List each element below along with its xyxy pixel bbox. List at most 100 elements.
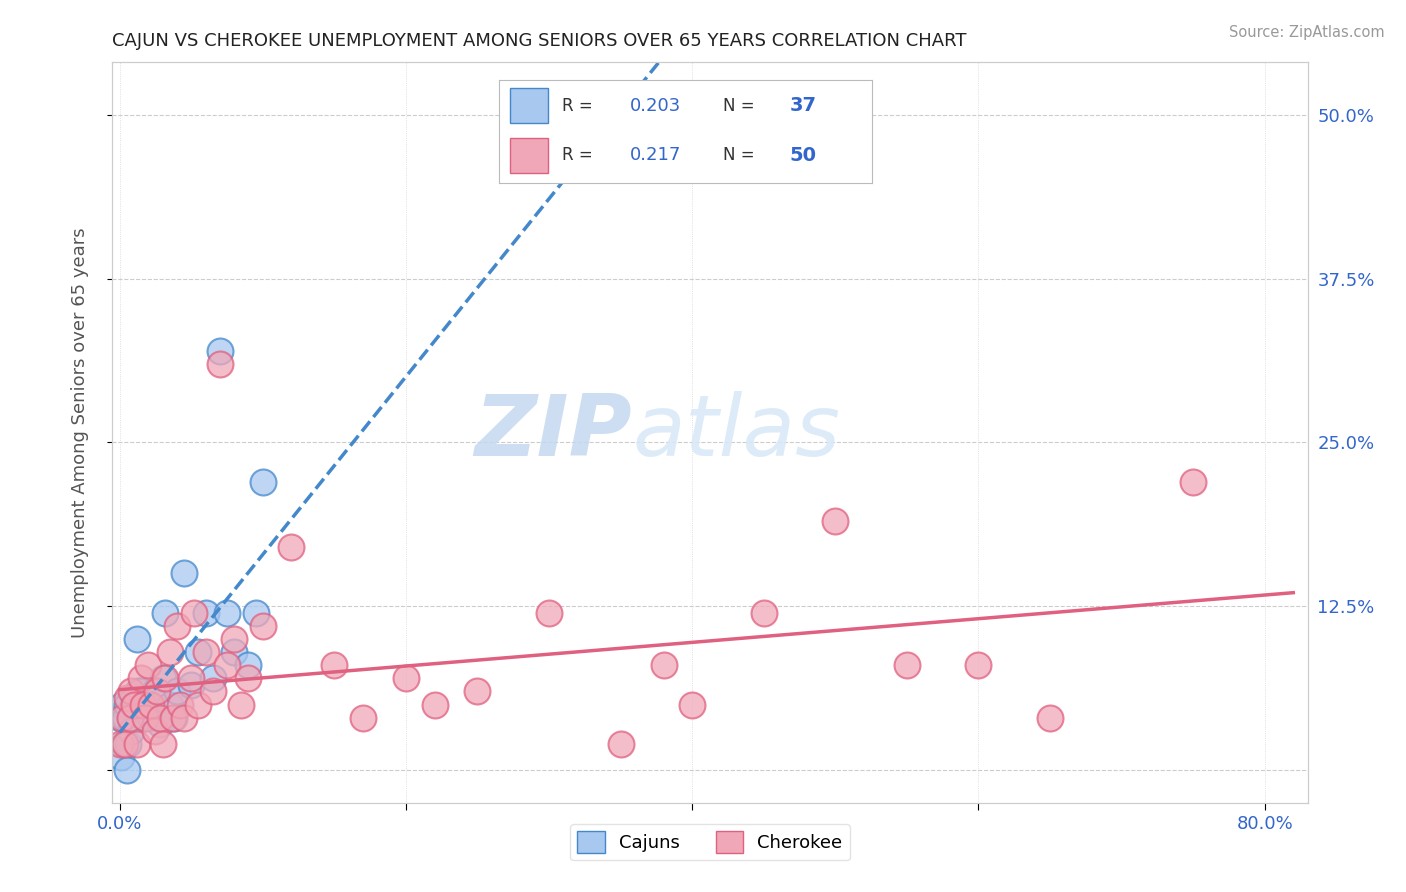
Text: R =: R = xyxy=(562,146,599,164)
Point xyxy=(159,698,181,712)
Point xyxy=(145,723,167,738)
Point xyxy=(245,606,267,620)
Point xyxy=(134,711,156,725)
Point xyxy=(146,684,169,698)
Point xyxy=(115,698,138,712)
Point xyxy=(152,671,174,685)
Point xyxy=(173,711,195,725)
Point xyxy=(173,566,195,581)
Point xyxy=(238,671,260,685)
Point xyxy=(1182,475,1205,489)
Point xyxy=(120,723,142,738)
Point xyxy=(136,698,159,712)
Point xyxy=(187,698,209,712)
Point xyxy=(194,606,217,620)
Point xyxy=(118,711,141,725)
Point xyxy=(117,737,139,751)
Point xyxy=(131,698,153,712)
Point xyxy=(149,711,172,725)
Point xyxy=(1039,711,1062,725)
Text: CAJUN VS CHEROKEE UNEMPLOYMENT AMONG SENIORS OVER 65 YEARS CORRELATION CHART: CAJUN VS CHEROKEE UNEMPLOYMENT AMONG SEN… xyxy=(112,32,967,50)
Point xyxy=(108,711,131,725)
Point xyxy=(231,698,253,712)
Point xyxy=(134,711,156,725)
Point xyxy=(252,619,274,633)
Text: N =: N = xyxy=(723,146,759,164)
Point xyxy=(681,698,703,712)
Point xyxy=(114,711,136,725)
Point xyxy=(139,698,162,712)
Point xyxy=(824,514,846,528)
Text: R =: R = xyxy=(562,97,599,115)
Point xyxy=(194,645,217,659)
Point xyxy=(201,671,224,685)
Point xyxy=(208,343,231,358)
Point xyxy=(183,606,205,620)
Point xyxy=(162,711,184,725)
Point xyxy=(467,684,489,698)
Point xyxy=(131,704,153,718)
Point xyxy=(145,684,167,698)
Point xyxy=(967,658,990,673)
Point xyxy=(149,717,172,731)
Point xyxy=(180,678,202,692)
Text: atlas: atlas xyxy=(633,391,841,475)
Point xyxy=(122,698,145,712)
Point xyxy=(125,632,148,646)
Point xyxy=(118,711,141,725)
Point xyxy=(122,698,145,712)
Y-axis label: Unemployment Among Seniors over 65 years: Unemployment Among Seniors over 65 years xyxy=(70,227,89,638)
Point xyxy=(215,606,238,620)
Text: N =: N = xyxy=(723,97,759,115)
Point xyxy=(152,737,174,751)
Point xyxy=(127,684,149,698)
Point xyxy=(537,606,560,620)
Point xyxy=(652,658,675,673)
Point xyxy=(423,698,446,712)
Point xyxy=(155,606,177,620)
Point xyxy=(395,671,418,685)
Point xyxy=(180,671,202,685)
Text: 50: 50 xyxy=(790,145,817,165)
Point xyxy=(112,737,135,751)
Point xyxy=(252,475,274,489)
Text: Source: ZipAtlas.com: Source: ZipAtlas.com xyxy=(1229,25,1385,40)
Text: 0.203: 0.203 xyxy=(630,97,681,115)
Text: 37: 37 xyxy=(790,96,817,115)
Point xyxy=(208,357,231,371)
Point xyxy=(280,541,302,555)
Text: ZIP: ZIP xyxy=(475,391,633,475)
Point xyxy=(215,658,238,673)
Point xyxy=(323,658,346,673)
Point xyxy=(163,711,186,725)
Point xyxy=(238,658,260,673)
Point xyxy=(169,698,191,712)
Point xyxy=(120,684,142,698)
Point xyxy=(896,658,918,673)
Point xyxy=(201,684,224,698)
Point xyxy=(121,698,143,712)
Point xyxy=(166,684,188,698)
Point xyxy=(352,711,374,725)
Point xyxy=(139,711,162,725)
Legend: Cajuns, Cherokee: Cajuns, Cherokee xyxy=(571,824,849,861)
Point xyxy=(187,645,209,659)
Point xyxy=(159,645,181,659)
Point xyxy=(111,698,134,712)
Point xyxy=(752,606,775,620)
Point xyxy=(129,684,152,698)
Point xyxy=(136,658,159,673)
FancyBboxPatch shape xyxy=(510,137,547,173)
Point xyxy=(155,671,177,685)
Point xyxy=(224,645,246,659)
Point xyxy=(166,619,188,633)
Point xyxy=(110,750,132,764)
Point xyxy=(115,763,138,777)
Point xyxy=(125,737,148,751)
FancyBboxPatch shape xyxy=(510,88,547,123)
Point xyxy=(609,737,631,751)
Point xyxy=(115,690,138,705)
Text: 0.217: 0.217 xyxy=(630,146,681,164)
Point xyxy=(111,711,134,725)
Point xyxy=(129,671,152,685)
